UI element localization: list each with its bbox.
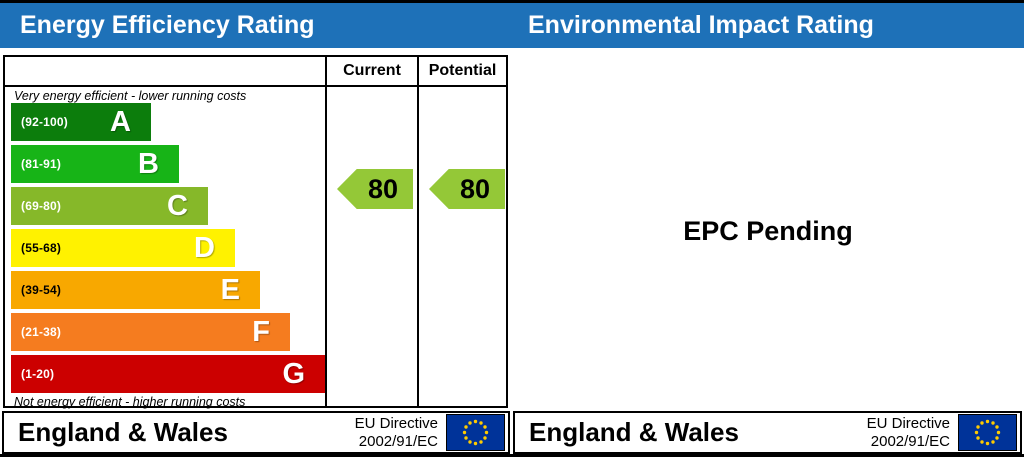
epc-pending-status: EPC Pending bbox=[683, 216, 853, 246]
band-e-range: (39-54) bbox=[21, 283, 62, 297]
footer-right: England & Wales EU Directive 2002/91/EC bbox=[513, 411, 1022, 454]
potential-rating-value: 80 bbox=[459, 173, 491, 204]
band-f-letter: F bbox=[252, 315, 270, 348]
eu-directive-line1-right: EU Directive bbox=[866, 415, 950, 433]
band-c: (69-80) C bbox=[11, 187, 208, 225]
potential-column-header: Potential bbox=[428, 62, 497, 79]
eu-directive-text-left: EU Directive 2002/91/EC bbox=[355, 415, 438, 450]
top-note: Very energy efficient - lower running co… bbox=[14, 89, 247, 103]
eu-directive-line2-right: 2002/91/EC bbox=[870, 432, 950, 450]
eu-directive-line1: EU Directive bbox=[354, 415, 438, 433]
potential-rating-arrow: 80 bbox=[429, 169, 505, 209]
column-divider-potential bbox=[417, 57, 419, 406]
band-g: (1-20) G bbox=[11, 355, 325, 393]
band-b: (81-91) B bbox=[11, 145, 179, 183]
footer-region-left: England & Wales bbox=[18, 417, 228, 447]
band-d: (55-68) D bbox=[11, 229, 235, 267]
band-a-letter: A bbox=[110, 105, 131, 138]
current-rating-value: 80 bbox=[367, 173, 399, 204]
band-a: (92-100) A bbox=[11, 103, 151, 141]
footer-left: England & Wales EU Directive 2002/91/EC bbox=[2, 411, 510, 454]
band-f-range: (21-38) bbox=[21, 325, 62, 339]
band-g-range: (1-20) bbox=[21, 367, 55, 381]
footer-region-right: England & Wales bbox=[529, 417, 739, 447]
band-g-letter: G bbox=[282, 357, 305, 390]
band-c-letter: C bbox=[167, 189, 188, 222]
band-b-letter: B bbox=[138, 147, 159, 180]
eu-flag-icon bbox=[446, 414, 505, 451]
band-e: (39-54) E bbox=[11, 271, 260, 309]
band-d-range: (55-68) bbox=[21, 241, 62, 255]
band-d-letter: D bbox=[194, 231, 215, 264]
band-a-range: (92-100) bbox=[21, 115, 68, 129]
column-header-row: Current Potential bbox=[5, 57, 506, 87]
eu-directive-line2: 2002/91/EC bbox=[358, 432, 438, 450]
band-f: (21-38) F bbox=[11, 313, 290, 351]
environmental-impact-panel: EPC Pending bbox=[512, 55, 1024, 408]
band-b-range: (81-91) bbox=[21, 157, 62, 171]
band-c-range: (69-80) bbox=[21, 199, 62, 213]
energy-efficiency-title: Energy Efficiency Rating bbox=[20, 11, 315, 39]
column-divider-current bbox=[325, 57, 327, 406]
bottom-note: Not energy efficient - higher running co… bbox=[14, 395, 246, 409]
header-bar: Energy Efficiency Rating Environmental I… bbox=[0, 3, 1024, 48]
environmental-impact-title: Environmental Impact Rating bbox=[528, 11, 874, 39]
bottom-border bbox=[0, 454, 1024, 457]
band-e-letter: E bbox=[220, 273, 240, 306]
top-border bbox=[0, 0, 1024, 3]
eu-directive-text-right: EU Directive 2002/91/EC bbox=[867, 415, 950, 450]
eu-flag-icon-right bbox=[958, 414, 1017, 451]
current-rating-arrow: 80 bbox=[337, 169, 413, 209]
energy-efficiency-chart: Current Potential Very energy efficient … bbox=[3, 55, 508, 409]
current-column-header: Current bbox=[343, 62, 401, 79]
